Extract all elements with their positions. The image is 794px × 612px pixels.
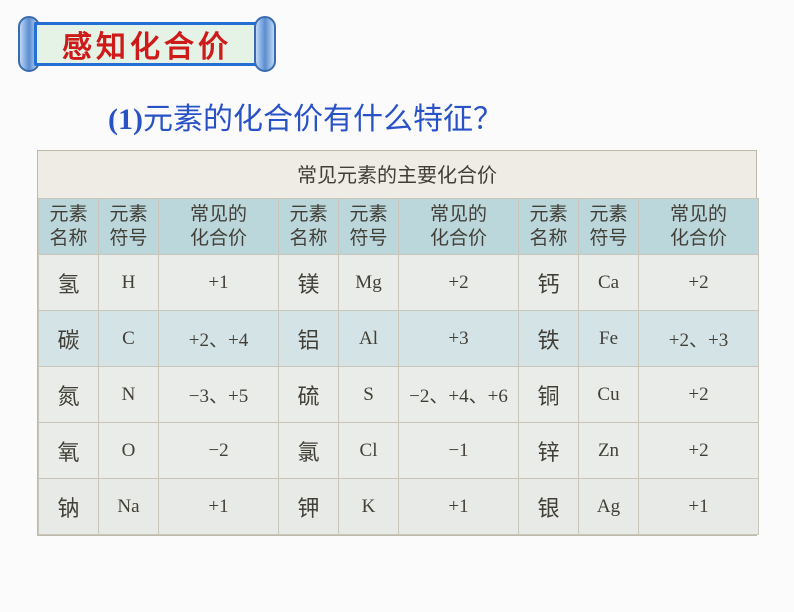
element-valence: +1 — [639, 479, 759, 535]
banner-text: 感知化合价 — [62, 22, 232, 66]
table-row: 氧 O −2 氯 Cl −1 锌 Zn +2 — [39, 423, 759, 479]
element-name: 铝 — [279, 311, 339, 367]
valence-table-wrap: 常见元素的主要化合价 元素名称 元素符号 常见的化合价 元素名称 元素符号 常见… — [37, 150, 757, 536]
element-name: 碳 — [39, 311, 99, 367]
element-symbol: Al — [339, 311, 399, 367]
col-header-symbol-2: 元素符号 — [339, 199, 399, 255]
element-name: 氢 — [39, 255, 99, 311]
element-valence: +3 — [399, 311, 519, 367]
element-valence: +2 — [639, 367, 759, 423]
element-valence: −2、+4、+6 — [399, 367, 519, 423]
element-valence: −1 — [399, 423, 519, 479]
element-symbol: Mg — [339, 255, 399, 311]
col-header-valence-1: 常见的化合价 — [159, 199, 279, 255]
table-title: 常见元素的主要化合价 — [38, 151, 756, 198]
col-header-valence-2: 常见的化合价 — [399, 199, 519, 255]
element-name: 钾 — [279, 479, 339, 535]
title-banner: 感知化合价 — [18, 16, 276, 72]
element-valence: +2 — [639, 423, 759, 479]
element-name: 镁 — [279, 255, 339, 311]
question-text: 元素的化合价有什么特征？ — [143, 103, 503, 136]
question-number: (1) — [108, 103, 143, 136]
element-symbol: C — [99, 311, 159, 367]
table-row: 氮 N −3、+5 硫 S −2、+4、+6 铜 Cu +2 — [39, 367, 759, 423]
element-symbol: Cu — [579, 367, 639, 423]
element-name: 铜 — [519, 367, 579, 423]
col-header-valence-3: 常见的化合价 — [639, 199, 759, 255]
element-symbol: O — [99, 423, 159, 479]
element-name: 银 — [519, 479, 579, 535]
element-symbol: S — [339, 367, 399, 423]
element-name: 硫 — [279, 367, 339, 423]
element-name: 氯 — [279, 423, 339, 479]
element-symbol: N — [99, 367, 159, 423]
element-symbol: Zn — [579, 423, 639, 479]
element-name: 铁 — [519, 311, 579, 367]
element-symbol: Na — [99, 479, 159, 535]
element-valence: +2、+3 — [639, 311, 759, 367]
element-symbol: H — [99, 255, 159, 311]
valence-table: 元素名称 元素符号 常见的化合价 元素名称 元素符号 常见的化合价 元素名称 元… — [38, 198, 759, 535]
col-header-symbol-3: 元素符号 — [579, 199, 639, 255]
element-valence: +1 — [159, 255, 279, 311]
element-name: 钙 — [519, 255, 579, 311]
table-header-row: 元素名称 元素符号 常见的化合价 元素名称 元素符号 常见的化合价 元素名称 元… — [39, 199, 759, 255]
table-row: 氢 H +1 镁 Mg +2 钙 Ca +2 — [39, 255, 759, 311]
table-row: 碳 C +2、+4 铝 Al +3 铁 Fe +2、+3 — [39, 311, 759, 367]
element-symbol: Fe — [579, 311, 639, 367]
col-header-name-3: 元素名称 — [519, 199, 579, 255]
element-name: 钠 — [39, 479, 99, 535]
element-symbol: Ca — [579, 255, 639, 311]
element-valence: +2 — [399, 255, 519, 311]
element-name: 氧 — [39, 423, 99, 479]
col-header-symbol-1: 元素符号 — [99, 199, 159, 255]
element-valence: −2 — [159, 423, 279, 479]
element-name: 锌 — [519, 423, 579, 479]
element-valence: +1 — [399, 479, 519, 535]
element-valence: +2、+4 — [159, 311, 279, 367]
element-valence: +1 — [159, 479, 279, 535]
element-name: 氮 — [39, 367, 99, 423]
element-valence: +2 — [639, 255, 759, 311]
element-symbol: Ag — [579, 479, 639, 535]
element-symbol: Cl — [339, 423, 399, 479]
element-symbol: K — [339, 479, 399, 535]
table-row: 钠 Na +1 钾 K +1 银 Ag +1 — [39, 479, 759, 535]
scroll-end-right — [254, 16, 276, 72]
col-header-name-1: 元素名称 — [39, 199, 99, 255]
col-header-name-2: 元素名称 — [279, 199, 339, 255]
banner-body: 感知化合价 — [34, 22, 260, 66]
question-line: (1)元素的化合价有什么特征？ — [108, 94, 794, 138]
element-valence: −3、+5 — [159, 367, 279, 423]
